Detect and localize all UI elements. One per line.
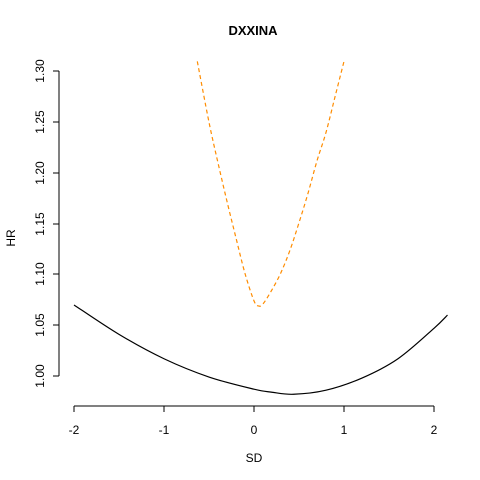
x-tick-label: 1 [341, 423, 348, 437]
solid-series-line [73, 304, 448, 395]
chart-title: DXXINA [228, 23, 278, 38]
chart-title-group: DXXINA [228, 23, 278, 38]
y-tick-label: 1.20 [33, 161, 47, 185]
x-tick-label: -2 [69, 423, 80, 437]
y-tick-label: 1.05 [33, 313, 47, 337]
y-axis-label: HR [4, 229, 18, 247]
y-tick-label: 1.15 [33, 212, 47, 236]
y-tick-label: 1.10 [33, 262, 47, 286]
x-tick-label: 2 [431, 423, 438, 437]
y-tick-label: 1.00 [33, 364, 47, 388]
dashed-series-line [196, 61, 345, 307]
x-tick-label: -1 [159, 423, 170, 437]
x-axis: -2 -1 0 1 2 SD [69, 405, 438, 465]
x-tick-label: 0 [251, 423, 258, 437]
series-layer [73, 61, 448, 395]
y-tick-label: 1.30 [33, 59, 47, 83]
y-axis: 1.00 1.05 1.10 1.15 1.20 1.25 1.30 HR [4, 59, 60, 388]
x-axis-label: SD [246, 451, 263, 465]
y-tick-label: 1.25 [33, 110, 47, 134]
